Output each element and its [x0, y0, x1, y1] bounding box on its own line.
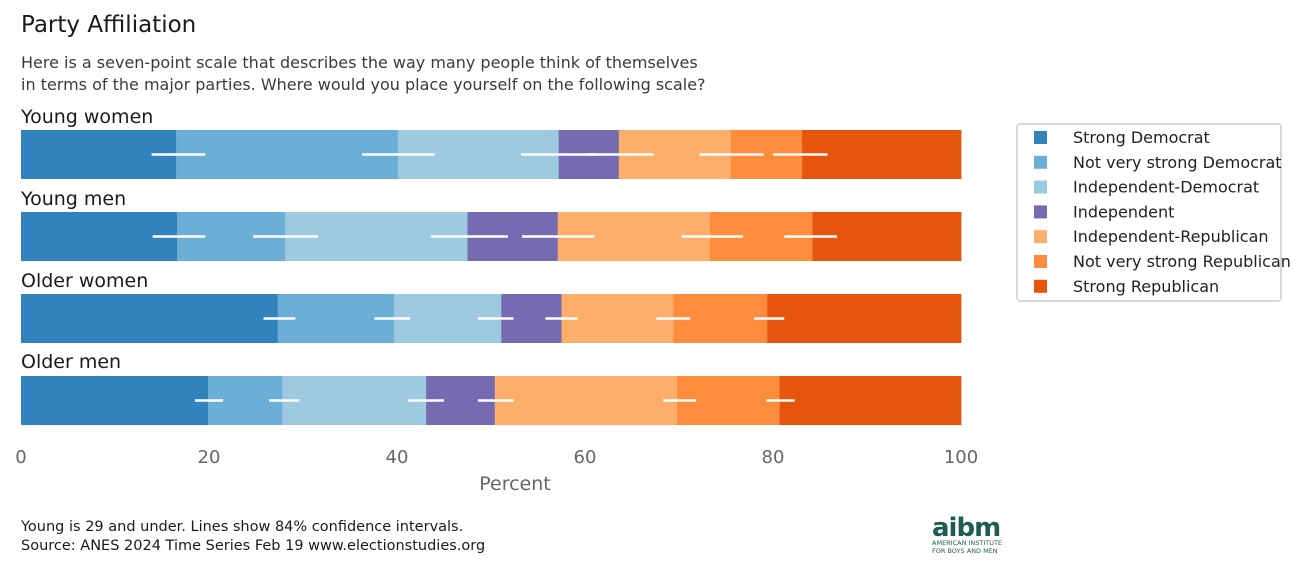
legend-label-independent-republican: Independent-Republican	[1073, 227, 1269, 246]
bar-young-men-strong-democrat	[21, 212, 178, 261]
legend-label-independent: Independent	[1073, 202, 1174, 221]
legend-swatch-not-very-strong-republican	[1034, 255, 1047, 268]
bar-young-men-strong-republican	[812, 212, 962, 261]
group-young-women: Young women	[20, 106, 962, 179]
logo-line-2: FOR BOYS AND MEN	[932, 547, 998, 555]
x-tick-label-20: 20	[198, 447, 221, 468]
bar-older-men-independent-republican	[494, 376, 678, 425]
bar-older-women-independent-republican	[561, 294, 674, 343]
bar-older-women-strong-republican	[767, 294, 962, 343]
aibm-logo: aibm AMERICAN INSTITUTE FOR BOYS AND MEN	[932, 513, 1002, 555]
legend-frame	[1016, 123, 1282, 302]
legend-label-independent-democrat: Independent-Democrat	[1073, 178, 1259, 197]
legend-swatch-independent	[1034, 205, 1047, 219]
footer-note: Young is 29 and under. Lines show 84% co…	[20, 519, 463, 535]
group-young-men: Young men	[20, 188, 962, 261]
x-axis: 0 20 40 60 80 100	[15, 447, 978, 468]
group-label-older-women: Older women	[21, 270, 148, 292]
group-older-men: Older men	[21, 351, 962, 425]
legend: Strong Democrat Not very strong Democrat I…	[1016, 123, 1291, 302]
legend-swatch-strong-republican	[1034, 279, 1047, 293]
bar-older-men-strong-republican	[779, 376, 962, 425]
x-tick-label-0: 0	[15, 447, 26, 468]
bar-young-women-not-very-strong-democrat	[176, 130, 399, 179]
chart-subtitle-line-1: Here is a seven-point scale that describ…	[21, 53, 698, 72]
chart-title: Party Affiliation	[21, 12, 196, 38]
x-axis-label: Percent	[479, 473, 551, 495]
bar-older-women-strong-democrat	[21, 294, 279, 343]
legend-swatch-strong-democrat	[1034, 131, 1047, 144]
group-label-young-women: Young women	[20, 106, 153, 128]
group-label-young-men: Young men	[20, 188, 126, 210]
bar-older-men-independent-democrat	[282, 376, 427, 425]
bar-young-women-strong-republican	[802, 130, 962, 179]
legend-swatch-independent-republican	[1034, 230, 1047, 244]
group-older-women: Older women	[21, 270, 962, 343]
chart-subtitle-line-2: in terms of the major parties. Where wou…	[21, 75, 706, 94]
legend-label-strong-republican: Strong Republican	[1073, 277, 1219, 296]
legend-label-not-very-strong-republican: Not very strong Republican	[1073, 252, 1291, 271]
legend-swatch-independent-democrat	[1034, 180, 1047, 194]
x-tick-label-80: 80	[762, 447, 785, 468]
logo-wordmark: aibm	[932, 513, 1000, 543]
bar-young-women-strong-democrat	[21, 130, 177, 179]
x-tick-label-40: 40	[386, 447, 409, 468]
bar-older-men-strong-democrat	[21, 376, 209, 425]
legend-label-not-very-strong-democrat: Not very strong Democrat	[1073, 153, 1282, 172]
legend-label-strong-democrat: Strong Democrat	[1073, 128, 1210, 147]
x-tick-label-60: 60	[574, 447, 597, 468]
logo-line-1: AMERICAN INSTITUTE	[932, 539, 1002, 547]
group-label-older-men: Older men	[21, 351, 121, 373]
footer-source: Source: ANES 2024 Time Series Feb 19 www…	[21, 538, 485, 554]
bar-groups: Young women Young men Older women Older men	[20, 106, 962, 425]
x-tick-label-100: 100	[944, 447, 978, 468]
legend-swatch-not-very-strong-democrat	[1034, 155, 1047, 169]
